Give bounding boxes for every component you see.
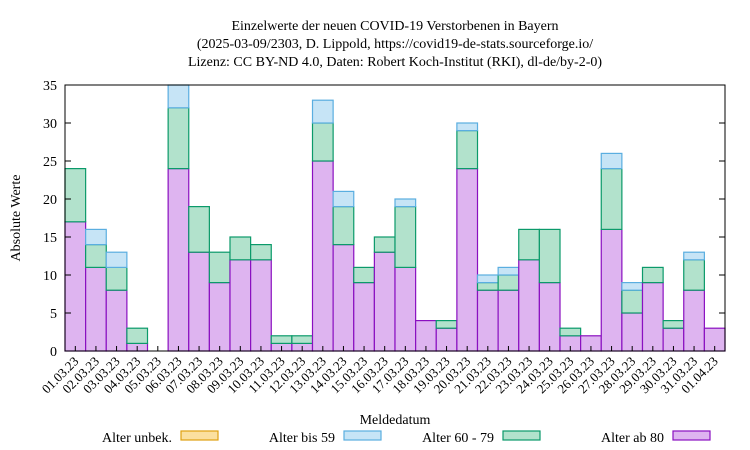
bar-segment (167, 168, 190, 352)
legend-label: Alter 60 - 79 (422, 431, 494, 446)
bar-segment (641, 266, 664, 284)
bar-segment (621, 289, 644, 314)
bar-segment (167, 84, 190, 109)
bar-segment (311, 122, 334, 162)
bar-segment (250, 244, 272, 261)
bar-segment (621, 282, 644, 291)
bar-segment (105, 251, 128, 268)
bar-segment (621, 312, 644, 352)
bar-segment (311, 160, 334, 352)
bar-segment (538, 228, 561, 284)
bar-segment (332, 206, 355, 246)
bar-segment (456, 168, 479, 352)
bar-segment (456, 130, 479, 170)
bar-segment (476, 289, 499, 352)
bar-segment (208, 282, 231, 352)
bar-segment (683, 289, 705, 352)
bar-segment (476, 274, 499, 284)
y-tick-label: 25 (43, 155, 57, 170)
bar-segment (600, 152, 623, 170)
bar-segment (353, 282, 375, 352)
bar-segment (497, 289, 520, 352)
bar-segment (229, 236, 252, 261)
bar-segment (373, 236, 396, 253)
y-tick-label: 10 (43, 269, 57, 284)
bar-segment (435, 320, 458, 329)
bar-segment (167, 107, 190, 170)
bar-segment (600, 168, 623, 231)
bar-segment (456, 122, 479, 132)
legend-label: Alter ab 80 (601, 431, 664, 446)
bar-segment (394, 198, 417, 208)
y-tick-label: 30 (43, 117, 57, 132)
bar-segment (188, 206, 210, 253)
bar-segment (85, 244, 107, 269)
bar-segment (476, 282, 499, 291)
bar-segment (394, 266, 417, 352)
plot-frame (64, 84, 726, 352)
legend-swatch (343, 430, 382, 441)
bar-segment (497, 274, 520, 291)
legend-swatch (502, 430, 541, 441)
legend-swatch (180, 430, 219, 441)
bar-segment (353, 266, 375, 284)
bar-segment (662, 320, 685, 329)
bar-segment (270, 335, 293, 344)
bar-segment (105, 266, 128, 291)
bar-segment (373, 251, 396, 352)
bar-segment (641, 282, 664, 352)
bar-segment (559, 327, 582, 337)
bars-group (64, 84, 726, 352)
bar-segment (85, 266, 107, 352)
bar-segment (188, 251, 210, 352)
y-tick-label: 20 (43, 193, 57, 208)
bar-segment (311, 99, 334, 124)
x-axis-label: Meldedatum (360, 413, 431, 428)
bar-segment (332, 190, 355, 208)
bar-segment (126, 327, 149, 345)
bar-segment (497, 266, 520, 276)
bar-segment (518, 228, 540, 261)
y-tick-label: 5 (50, 307, 57, 322)
y-axis: 0 5 10 15 20 25 30 35 (43, 79, 725, 360)
bar-segment (105, 289, 128, 352)
bar-segment (518, 259, 540, 352)
legend-label: Alter bis 59 (269, 431, 335, 446)
bar-segment (683, 251, 705, 261)
y-tick-label: 0 (50, 345, 57, 360)
legend-swatch (672, 430, 711, 441)
bar-segment (291, 335, 314, 344)
y-tick-label: 15 (43, 231, 57, 246)
y-axis-label: Absolute Werte (9, 175, 24, 262)
legend-label: Alter unbek. (102, 431, 172, 446)
chart-title-line-1: Einzelwerte der neuen COVID-19 Verstorbe… (231, 19, 558, 34)
bar-segment (64, 221, 87, 352)
bar-segment (64, 168, 87, 223)
legend: Alter unbek. Alter bis 59 Alter 60 - 79 Alt… (102, 430, 711, 446)
bar-segment (208, 251, 231, 284)
bar-segment (600, 228, 623, 352)
chart-title-line-3: Lizenz: CC BY-ND 4.0, Daten: Robert Koch… (188, 55, 602, 70)
bar-segment (683, 259, 705, 291)
y-tick-label: 35 (43, 79, 57, 94)
bar-segment (229, 259, 252, 352)
chart-title-line-2: (2025-03-09/2303, D. Lippold, https://co… (197, 37, 593, 52)
bar-segment (250, 259, 272, 352)
bar-segment (538, 282, 561, 352)
bar-segment (85, 228, 107, 246)
x-axis: 01.03.2302.03.2303.03.2304.03.2305.03.23… (39, 346, 721, 396)
bar-segment (394, 206, 417, 269)
bar-segment (332, 244, 355, 352)
